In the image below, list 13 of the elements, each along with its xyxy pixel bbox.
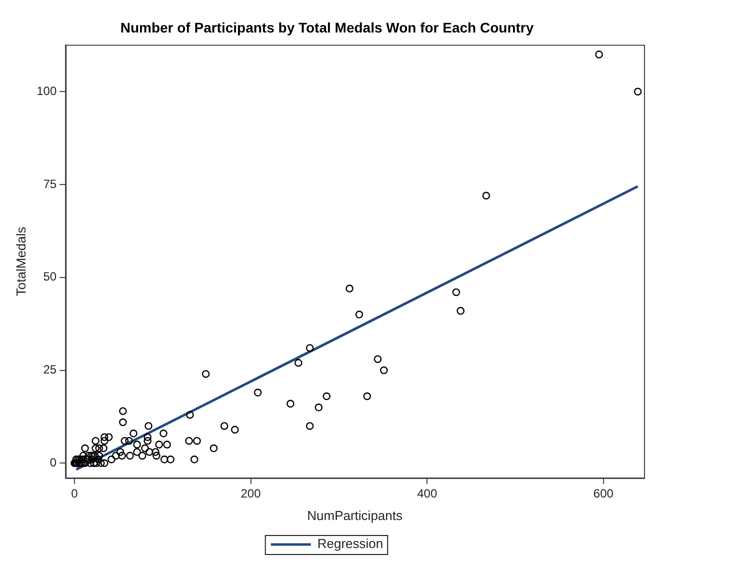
- y-tick-label: 75: [43, 176, 57, 191]
- y-tick-label: 25: [43, 362, 57, 377]
- x-axis-title: NumParticipants: [307, 508, 403, 523]
- legend-label: Regression: [317, 536, 384, 552]
- chart-title: Number of Participants by Total Medals Won for Each Country: [120, 19, 534, 36]
- x-tick-label: 600: [593, 486, 614, 501]
- y-tick-label: 100: [36, 84, 57, 98]
- x-tick-label: 0: [71, 486, 78, 501]
- y-tick-label: 50: [43, 270, 57, 284]
- y-axis-title: TotalMedals: [13, 226, 28, 296]
- x-tick-label: 200: [240, 486, 262, 501]
- y-tick-label: 0: [50, 455, 57, 470]
- x-tick-label: 400: [417, 486, 438, 501]
